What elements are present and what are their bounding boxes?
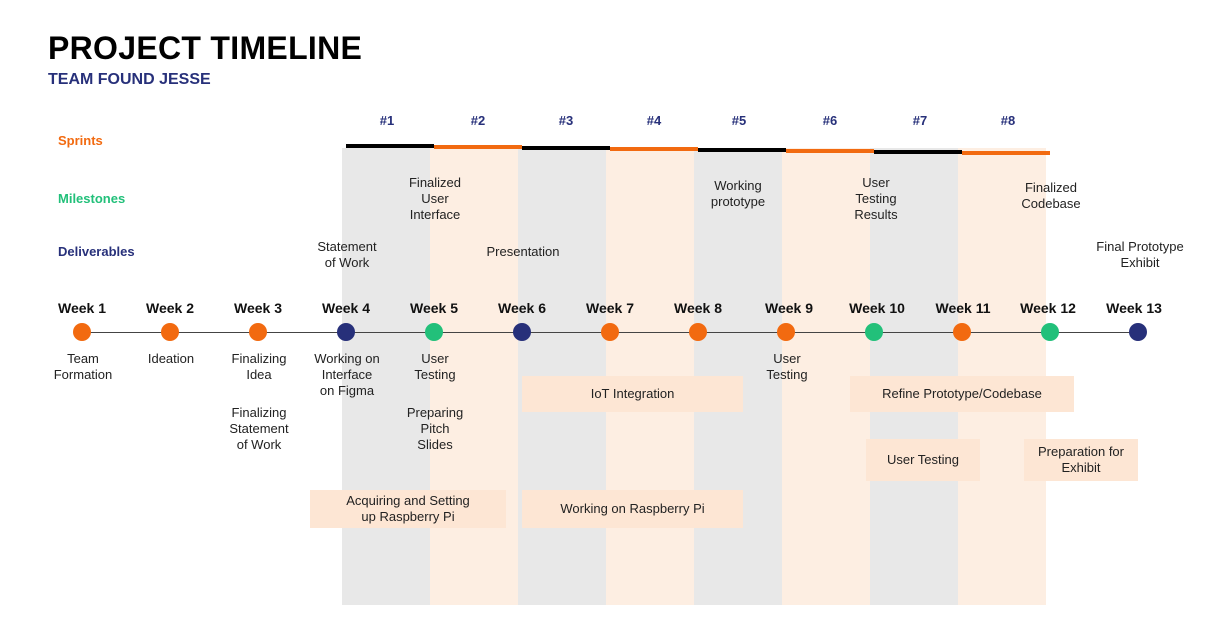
activity-preparation-for-exhibit: Preparation for Exhibit	[1024, 439, 1138, 481]
sprint-bar	[434, 145, 522, 149]
activity-refine-prototype: Refine Prototype/Codebase	[850, 376, 1074, 412]
week-label: Week 12	[1020, 300, 1076, 316]
week-dot	[1129, 323, 1147, 341]
week-dot	[689, 323, 707, 341]
activity-user-testing: User Testing	[866, 439, 980, 481]
week-dot	[425, 323, 443, 341]
milestone-finalized-ui: Finalized User Interface	[408, 175, 462, 222]
milestone-user-testing-results: User Testing Results	[854, 175, 898, 222]
sprint-bar	[786, 149, 874, 153]
activity-working-on-raspberry-pi: Working on Raspberry Pi	[522, 490, 743, 528]
activity-iot-integration: IoT Integration	[522, 376, 743, 412]
sprint-number: #4	[646, 113, 662, 128]
week-label: Week 11	[935, 300, 991, 316]
task-finalizing-statement-of-work: Finalizing Statement of Work	[229, 405, 289, 452]
sprint-number: #1	[379, 113, 395, 128]
sprint-number: #5	[731, 113, 747, 128]
task-team-formation: Team Formation	[53, 351, 113, 382]
task-finalizing-idea: Finalizing Idea	[231, 351, 287, 382]
week-dot	[513, 323, 531, 341]
deliverable-presentation: Presentation	[486, 244, 560, 259]
deliverable-statement-of-work: Statement of Work	[317, 239, 377, 270]
week-dot	[249, 323, 267, 341]
week-label: Week 7	[586, 300, 634, 316]
sprint-2-band	[430, 148, 518, 605]
sprint-number: #3	[558, 113, 574, 128]
week-label: Week 3	[234, 300, 282, 316]
week-label: Week 1	[58, 300, 106, 316]
activity-acquiring-raspberry-pi: Acquiring and Setting up Raspberry Pi	[310, 490, 506, 528]
week-dot	[1041, 323, 1059, 341]
milestones-row-label: Milestones	[58, 191, 126, 206]
week-label: Week 9	[765, 300, 813, 316]
sprint-bar	[962, 151, 1050, 155]
sprint-1-band	[342, 148, 430, 605]
week-label: Week 5	[410, 300, 458, 316]
sprint-number: #6	[822, 113, 838, 128]
week-label: Week 2	[146, 300, 194, 316]
milestone-working-prototype: Working prototype	[710, 178, 766, 209]
sprints-row-label: Sprints	[58, 133, 103, 148]
week-label: Week 8	[674, 300, 722, 316]
week-dot	[161, 323, 179, 341]
sprint-bar	[522, 146, 610, 150]
week-label: Week 10	[849, 300, 905, 316]
week-dot	[953, 323, 971, 341]
week-dot	[73, 323, 91, 341]
week-label: Week 13	[1106, 300, 1162, 316]
sprint-bar	[874, 150, 962, 154]
task-working-on-interface: Working on Interface on Figma	[314, 351, 380, 398]
page-subtitle: TEAM FOUND JESSE	[48, 71, 211, 88]
week-dot	[337, 323, 355, 341]
sprint-number: #2	[470, 113, 486, 128]
task-user-testing-week5: User Testing	[414, 351, 456, 382]
task-user-testing-week9: User Testing	[766, 351, 808, 382]
sprint-number: #7	[912, 113, 928, 128]
task-ideation: Ideation	[147, 351, 195, 366]
page-title: PROJECT TIMELINE	[48, 30, 363, 66]
sprint-bar	[346, 144, 434, 148]
task-preparing-pitch-slides: Preparing Pitch Slides	[406, 405, 464, 452]
milestone-finalized-codebase: Finalized Codebase	[1021, 180, 1081, 211]
deliverable-final-prototype-exhibit: Final Prototype Exhibit	[1096, 239, 1184, 270]
week-dot	[601, 323, 619, 341]
week-dot	[865, 323, 883, 341]
sprint-number: #8	[1000, 113, 1016, 128]
sprint-bar	[610, 147, 698, 151]
week-label: Week 4	[322, 300, 370, 316]
week-label: Week 6	[498, 300, 546, 316]
week-dot	[777, 323, 795, 341]
sprint-bar	[698, 148, 786, 152]
deliverables-row-label: Deliverables	[58, 244, 135, 259]
